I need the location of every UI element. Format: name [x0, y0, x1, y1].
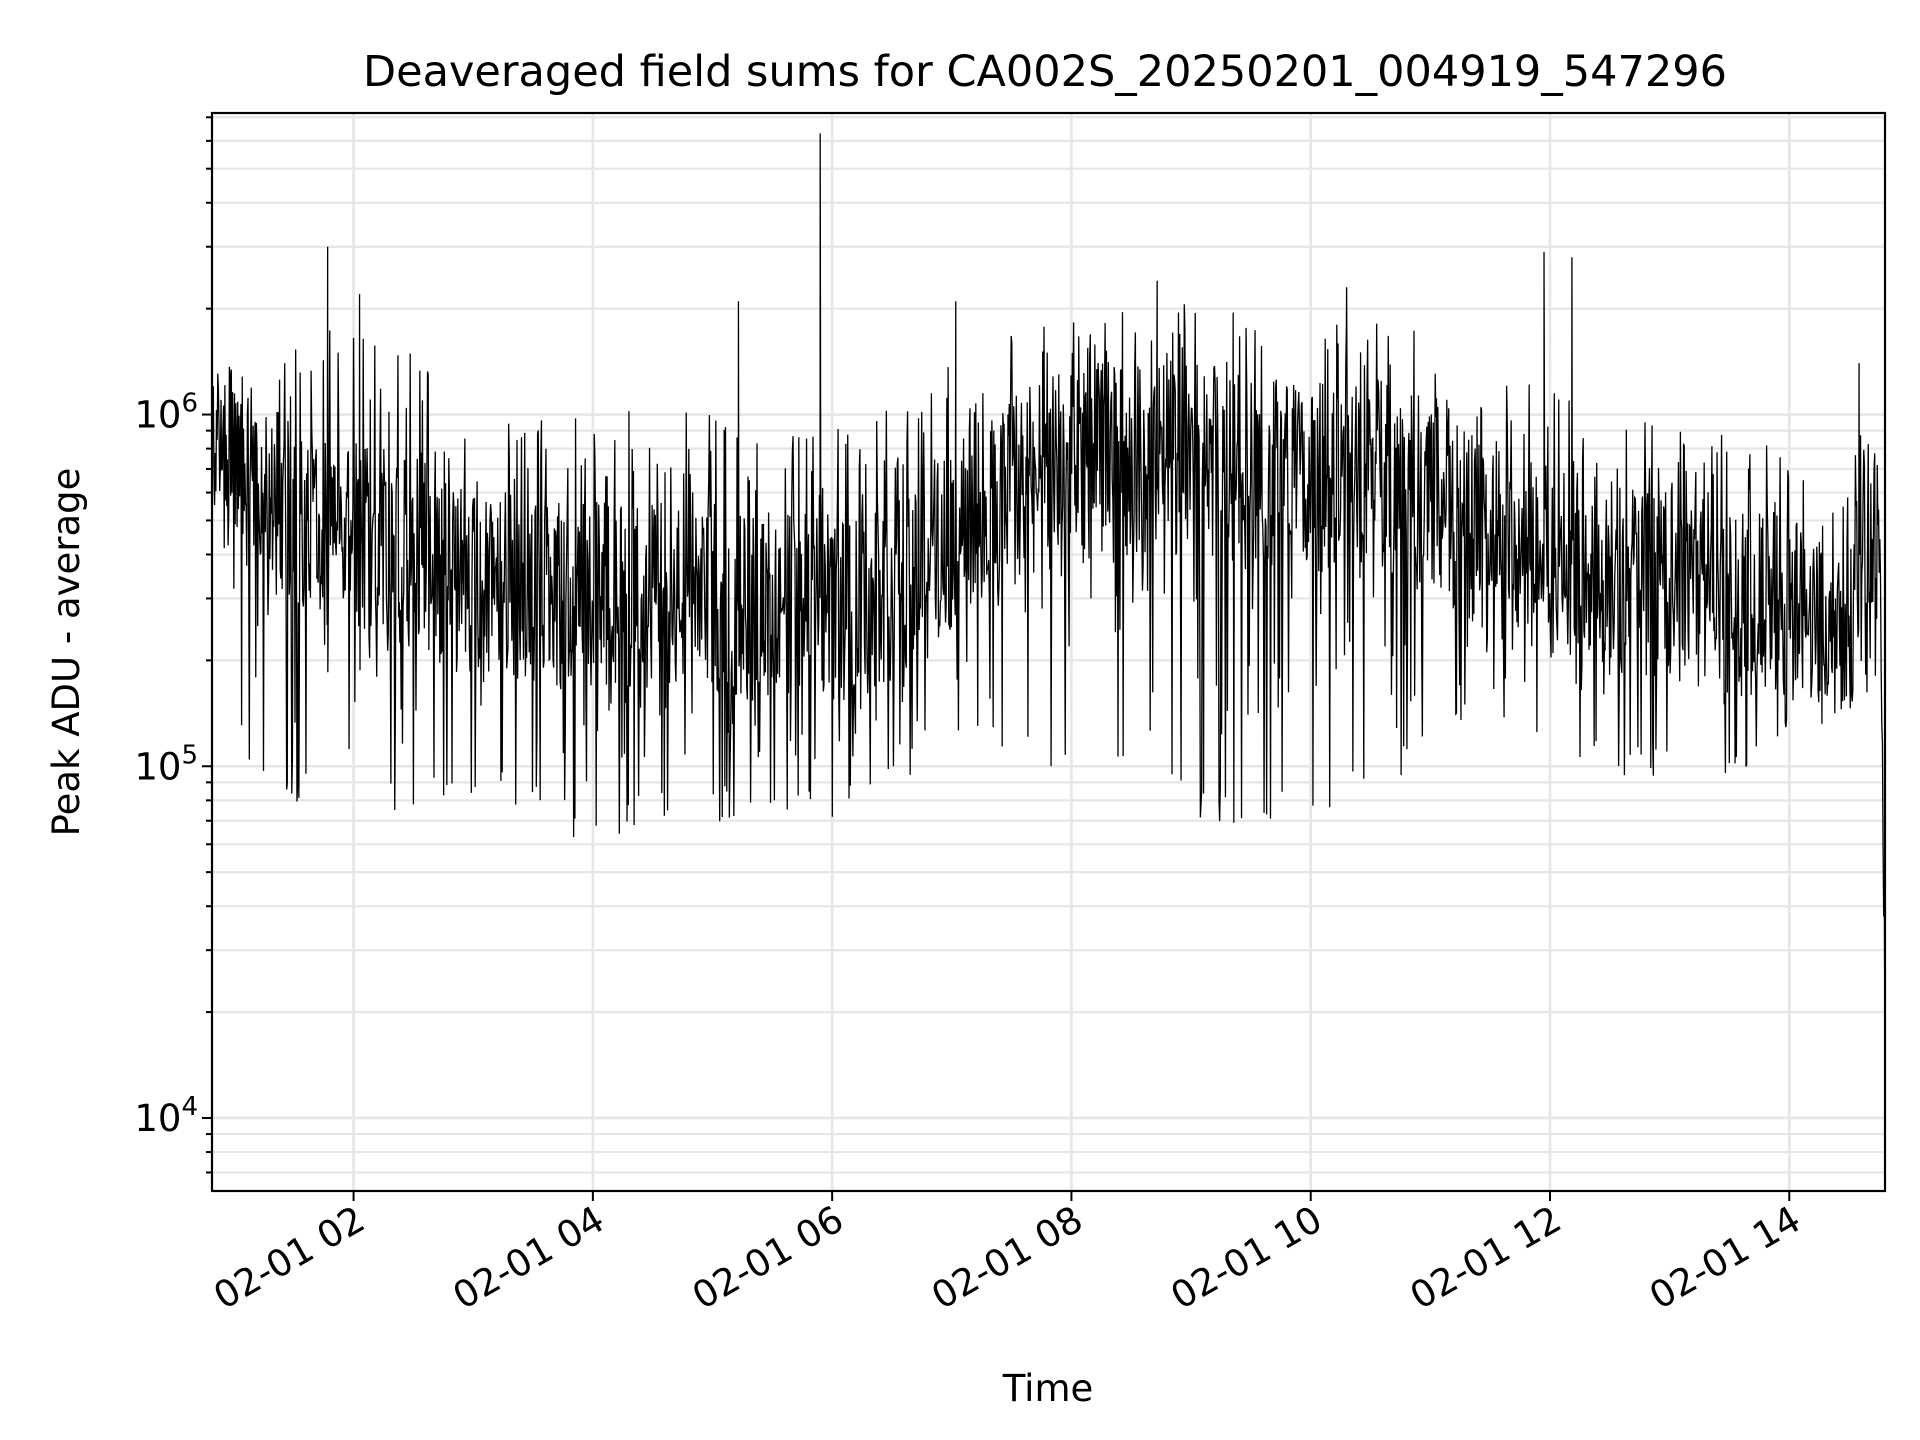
x-tick-label: 02-01 10	[1164, 1198, 1330, 1318]
chart-title: Deaveraged field sums for CA002S_2025020…	[363, 47, 1727, 97]
x-tick-label: 02-01 08	[924, 1198, 1090, 1318]
y-axis: 104 105 106	[134, 116, 212, 1174]
x-tick-label: 02-01 06	[685, 1198, 851, 1318]
x-tick-label: 02-01 12	[1403, 1198, 1569, 1318]
x-axis: 02-01 02 02-01 04 02-01 06 02-01 08 02-01 10…	[207, 1191, 1808, 1318]
y-tick-label: 106	[134, 389, 198, 437]
series-group	[212, 133, 1885, 1059]
y-tick-label: 105	[134, 740, 198, 788]
series-line	[212, 133, 1885, 1059]
plot-frame	[210, 111, 1887, 1193]
x-tick-label: 02-01 14	[1642, 1198, 1808, 1318]
y-axis-label: Peak ADU - average	[45, 468, 88, 837]
x-tick-label: 02-01 02	[207, 1198, 373, 1318]
grid	[212, 113, 1885, 1191]
y-tick-label: 104	[134, 1092, 198, 1140]
x-axis-label: Time	[1002, 1367, 1094, 1410]
x-tick-label: 02-01 04	[446, 1198, 612, 1318]
